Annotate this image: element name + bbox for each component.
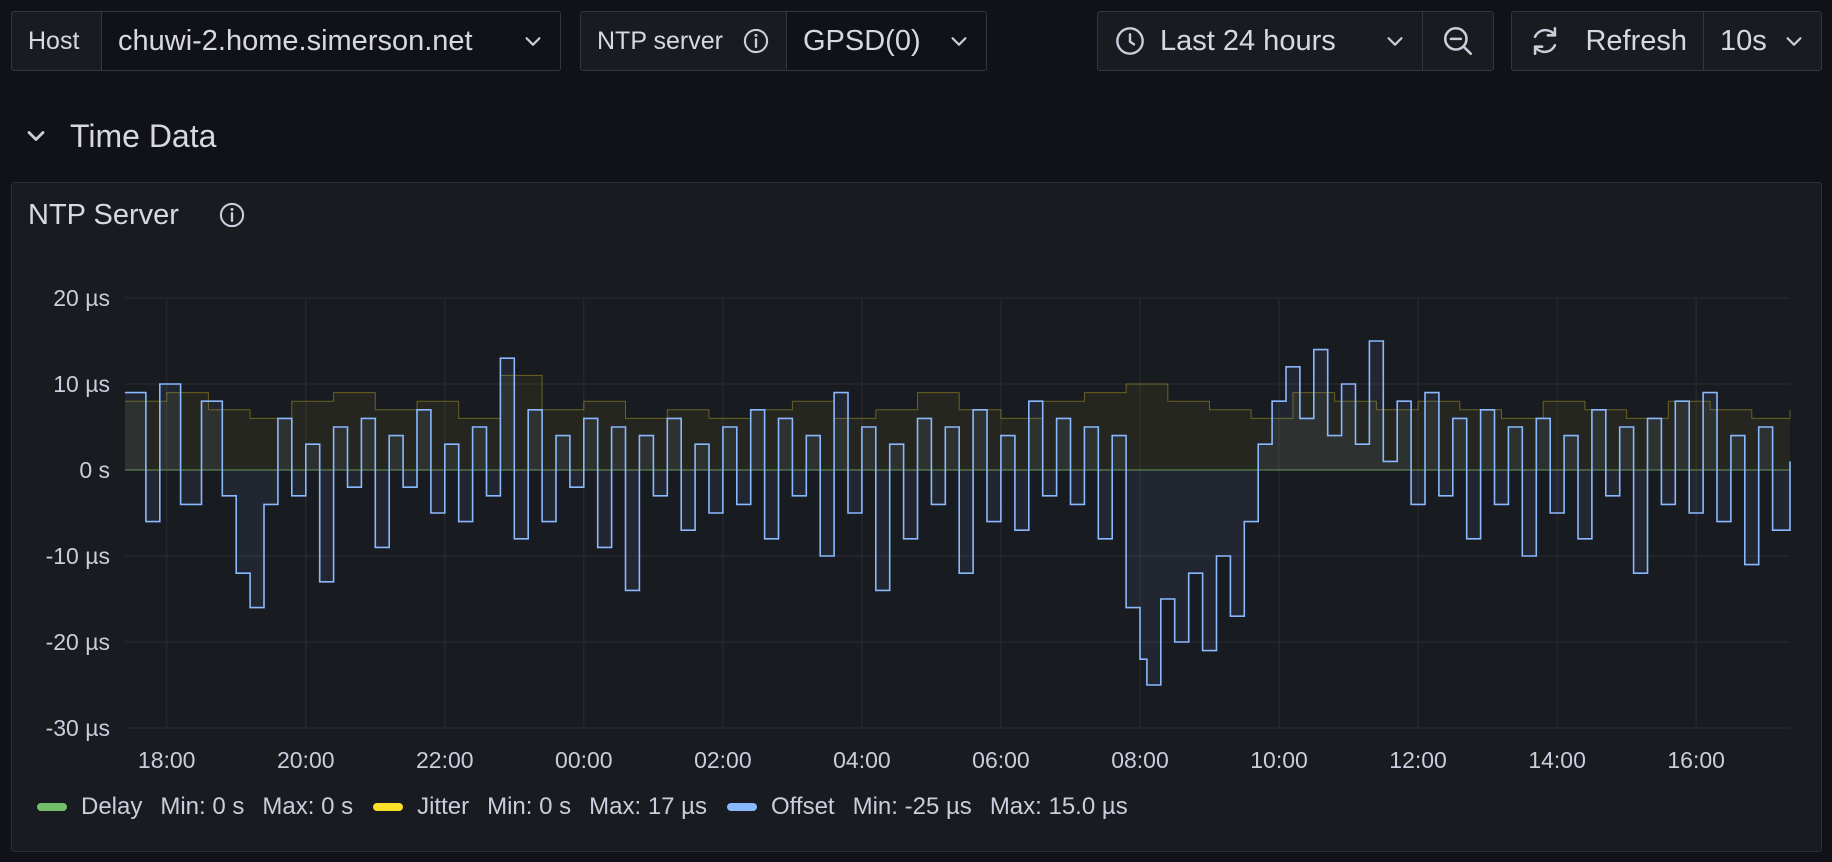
zoom-out-button[interactable] <box>1422 11 1494 71</box>
x-tick-label: 02:00 <box>694 747 752 773</box>
refresh-interval-picker[interactable]: 10s <box>1703 11 1822 71</box>
legend-series-name: Offset <box>771 793 835 820</box>
ntp-label-text: NTP server <box>597 26 723 55</box>
host-label-text: Host <box>28 26 80 55</box>
x-tick-label: 08:00 <box>1111 747 1169 773</box>
zoom-out-icon <box>1443 26 1473 56</box>
dashboard-toolbar: Host chuwi-2.home.simerson.net NTP serve… <box>0 0 1832 84</box>
legend-item-offset[interactable]: Offset Min: -25 µs Max: 15.0 µs <box>727 793 1146 821</box>
time-series-chart[interactable]: 20 µs 10 µs 0 s -10 µs -20 µs -30 µs 18:00 20:0… <box>12 183 1823 783</box>
x-tick-label: 12:00 <box>1389 747 1447 773</box>
x-tick-label: 06:00 <box>972 747 1030 773</box>
legend-min: Min: 0 s <box>487 793 572 820</box>
x-tick-label: 10:00 <box>1250 747 1308 773</box>
time-range-value: Last 24 hours <box>1160 24 1336 57</box>
ntp-server-select[interactable]: GPSD(0) <box>786 11 987 71</box>
x-tick-label: 16:00 <box>1667 747 1725 773</box>
chevron-down-icon <box>525 37 541 46</box>
series-line-offset <box>125 340 1791 686</box>
series-line-jitter <box>125 374 1791 419</box>
host-variable-label: Host <box>11 11 102 71</box>
legend-min: Min: -25 µs <box>852 793 972 820</box>
chevron-down-icon <box>1387 37 1403 46</box>
ntp-server-variable-label: NTP server <box>580 11 787 71</box>
legend-swatch <box>373 803 404 811</box>
y-tick-label: 20 µs <box>53 285 110 311</box>
clock-icon <box>1116 27 1144 55</box>
y-tick-label: -20 µs <box>46 629 110 655</box>
legend-item-jitter[interactable]: Jitter Min: 0 s Max: 17 µs <box>373 793 725 821</box>
x-tick-label: 00:00 <box>555 747 613 773</box>
legend-series-name: Delay <box>81 793 143 820</box>
ntp-server-panel: NTP Server 20 µs 10 µs 0 s -10 µs -20 µs -30 … <box>11 182 1822 852</box>
y-tick-label: -30 µs <box>46 715 110 741</box>
row-header-time-data[interactable]: Time Data <box>22 112 216 160</box>
series-area-offset <box>125 341 1790 685</box>
legend-max: Max: 15.0 µs <box>989 793 1128 820</box>
refresh-interval-value: 10s <box>1720 24 1767 57</box>
x-tick-label: 18:00 <box>138 747 196 773</box>
refresh-icon <box>1533 26 1557 56</box>
x-tick-label: 14:00 <box>1528 747 1586 773</box>
chart-legend: Delay Min: 0 s Max: 0 s Jitter Min: 0 s Max: … <box>37 793 1148 821</box>
legend-swatch <box>37 803 67 811</box>
info-icon[interactable] <box>742 27 770 55</box>
series-area-jitter <box>125 375 1790 470</box>
x-tick-label: 22:00 <box>416 747 474 773</box>
y-tick-label: -10 µs <box>46 543 110 569</box>
legend-swatch <box>727 803 758 811</box>
panel-title[interactable]: NTP Server <box>28 199 179 231</box>
host-select[interactable]: chuwi-2.home.simerson.net <box>101 11 561 71</box>
legend-item-delay[interactable]: Delay Min: 0 s Max: 0 s <box>37 793 371 821</box>
y-tick-label: 0 s <box>79 457 110 483</box>
legend-max: Max: 0 s <box>262 793 354 820</box>
legend-min: Min: 0 s <box>160 793 245 820</box>
refresh-label: Refresh <box>1585 24 1687 57</box>
host-value: chuwi-2.home.simerson.net <box>118 24 473 57</box>
x-tick-label: 04:00 <box>833 747 891 773</box>
time-range-picker[interactable]: Last 24 hours <box>1097 11 1423 71</box>
y-tick-label: 10 µs <box>53 371 110 397</box>
ntp-server-value: GPSD(0) <box>803 24 921 57</box>
legend-max: Max: 17 µs <box>589 793 708 820</box>
refresh-button[interactable]: Refresh <box>1511 11 1704 71</box>
section-title: Time Data <box>70 117 217 154</box>
x-tick-label: 20:00 <box>277 747 335 773</box>
chevron-down-icon[interactable] <box>22 122 50 150</box>
chevron-down-icon <box>1786 37 1802 46</box>
info-icon[interactable] <box>218 201 246 229</box>
chevron-down-icon <box>951 37 967 46</box>
legend-series-name: Jitter <box>417 793 470 820</box>
